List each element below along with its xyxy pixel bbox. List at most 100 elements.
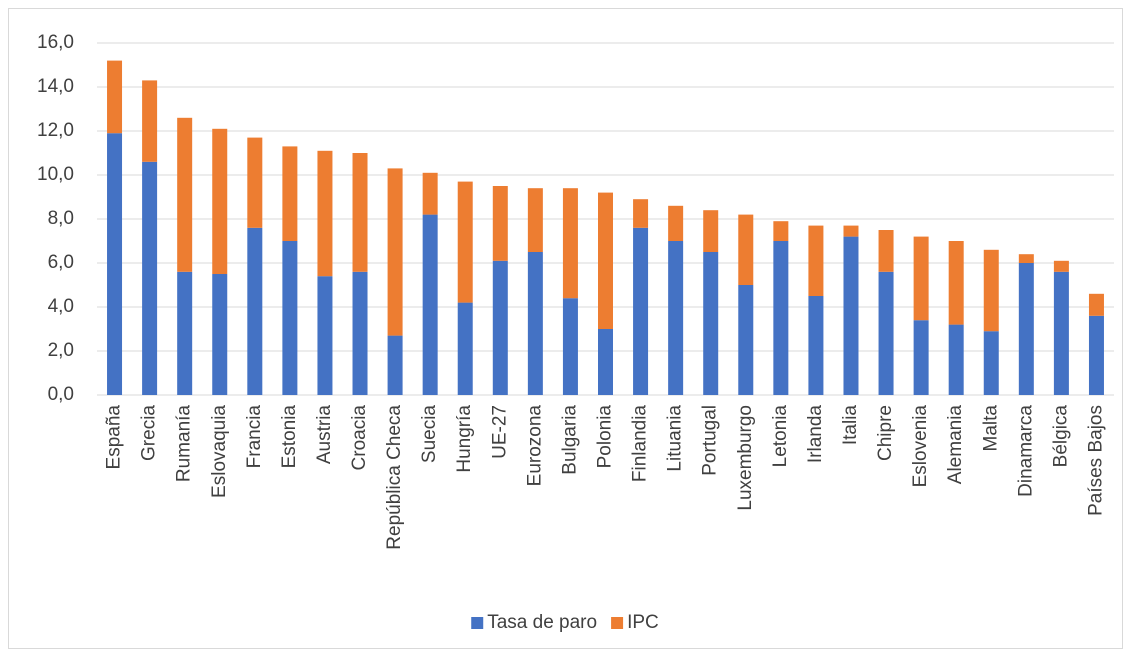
bar-segment [317,150,333,277]
bar-segment [492,260,508,395]
bar-segment [317,276,333,395]
bar-segment [492,186,508,261]
x-tick-label: Eslovaquia [209,405,230,498]
x-tick-label: Polonia [595,405,616,469]
bar-segment [1053,271,1069,395]
bar-segment [457,181,473,303]
legend-swatch [611,617,624,629]
x-tick-label: República Checa [384,405,405,550]
x-tick-label: Portugal [700,405,721,476]
bar-segment [422,172,438,215]
x-tick-label: Luxemburgo [735,405,756,511]
bar-segment [282,241,298,395]
x-tick-label: UE-27 [489,405,510,459]
bar-segment [1088,315,1104,395]
bar-segment [843,225,859,237]
bar-segment [562,188,578,299]
bar-segment [1018,254,1034,263]
bar-segment [352,271,368,395]
y-tick-label: 6,0 [48,252,74,273]
bar-segment [142,80,158,162]
x-tick-label: Eslovenia [910,405,931,488]
bar-segment [1018,263,1034,395]
bar-segment [457,302,473,395]
x-tick-label: Suecia [419,405,440,464]
x-tick-label: Alemania [945,405,966,485]
x-tick-label: Eurozona [524,405,545,487]
x-tick-label: Chipre [875,405,896,461]
bar-segment [352,153,368,272]
bar-segment [913,236,929,321]
x-tick-label: Estonia [279,405,300,469]
x-tick-label: Lituania [665,405,686,472]
bar-segment [107,60,123,134]
bar-segment [878,271,894,395]
bar-segment [212,128,228,274]
bar-segment [703,252,719,395]
bar-segment [948,324,964,395]
bar-segment [527,252,543,395]
bar-segment [668,205,684,241]
bar-segment [177,271,193,395]
bar-segment [948,241,964,325]
legend-label: IPC [627,612,659,633]
x-tick-label: Dinamarca [1015,405,1036,497]
x-tick-label: España [104,405,125,470]
bar-segment [738,214,754,285]
x-tick-label: Grecia [139,405,160,461]
x-tick-label: Croacia [349,405,370,471]
y-tick-label: 0,0 [48,384,74,405]
bar-segment [387,168,403,336]
x-tick-label: Francia [244,405,265,469]
bar-segment [177,117,193,272]
bar-segment [878,230,894,272]
bar-segment [843,236,859,395]
bar-segment [913,320,929,395]
y-tick-label: 8,0 [48,208,74,229]
bar-segment [633,199,649,228]
bar-segment [633,227,649,395]
bar-segment [1088,293,1104,316]
y-tick-label: 2,0 [48,340,74,361]
bar-segment [212,274,228,395]
bar-segment [703,210,719,252]
y-tick-label: 12,0 [37,120,74,141]
x-tick-label: Bélgica [1050,405,1071,468]
y-tick-label: 4,0 [48,296,74,317]
bar-segment [668,241,684,395]
bar-segment [527,188,543,252]
legend-label: Tasa de paro [487,612,597,633]
x-tick-label: Hungría [454,405,475,473]
bar-segment [247,137,263,228]
legend-swatch [471,617,484,629]
x-tick-label: Rumanía [174,405,195,483]
x-tick-label: Austria [314,405,335,465]
y-tick-label: 16,0 [37,32,74,53]
bar-segment [247,227,263,395]
bar-segment [773,221,789,241]
x-tick-label: Irlanda [805,405,826,464]
y-tick-label: 14,0 [37,76,74,97]
y-tick-label: 10,0 [37,164,74,185]
x-tick-label: Países Bajos [1085,405,1106,516]
bar-segment [107,133,123,395]
bar-segment [808,225,824,296]
bar-segment [773,241,789,395]
bar-segment [983,249,999,332]
x-tick-label: Italia [840,405,861,446]
x-tick-label: Malta [980,405,1001,452]
bar-segment [1053,260,1069,272]
bar-segment [598,329,613,395]
bar-segment [562,298,578,395]
x-tick-label: Finlandia [630,405,651,483]
bar-segment [422,214,438,395]
x-tick-label: Letonia [770,405,791,468]
bar-segment [387,335,403,395]
bar-segment [808,296,824,395]
bar-segment [598,192,613,329]
bar-segment [983,331,999,395]
bar-segment [282,146,298,241]
bar-segment [142,161,158,395]
x-tick-label: Bulgaria [559,405,580,475]
